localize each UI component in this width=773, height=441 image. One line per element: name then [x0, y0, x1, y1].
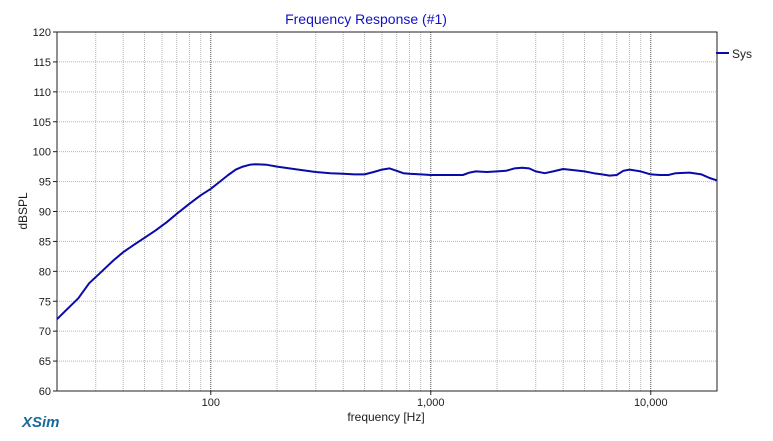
y-tick-label: 100 — [33, 147, 51, 159]
legend: Sys — [716, 47, 752, 61]
series-group — [56, 163, 718, 320]
x-tick-label: 1,000 — [417, 397, 445, 409]
x-tick-label: 100 — [202, 397, 220, 409]
y-tick-label: 110 — [33, 87, 51, 99]
y-tick-label: 75 — [39, 296, 51, 308]
legend-label-sys: Sys — [732, 47, 752, 61]
x-axis-label: frequency [Hz] — [347, 410, 424, 424]
y-tick-label: 90 — [39, 207, 51, 219]
y-tick-label: 120 — [33, 27, 51, 39]
y-tick-label: 95 — [39, 177, 51, 189]
x-tick-label: 10,000 — [634, 397, 668, 409]
y-tick-label: 115 — [33, 57, 51, 69]
y-tick-label: 65 — [39, 356, 51, 368]
y-axis-ticks: 60 65 70 75 80 85 90 95 100 105 110 115 120 — [33, 27, 57, 398]
y-tick-label: 85 — [39, 236, 51, 248]
chart-title: Frequency Response (#1) — [285, 11, 447, 27]
x-axis-ticks: 100 1,000 10,000 — [202, 391, 668, 409]
xsim-logo: XSim — [22, 414, 60, 431]
y-tick-label: 105 — [33, 117, 51, 129]
y-tick-label: 60 — [39, 386, 51, 398]
series-line-sys — [56, 163, 718, 320]
y-axis-label: dBSPL — [16, 192, 30, 230]
grid — [57, 32, 717, 391]
y-tick-label: 70 — [39, 326, 51, 338]
y-tick-label: 80 — [39, 266, 51, 278]
